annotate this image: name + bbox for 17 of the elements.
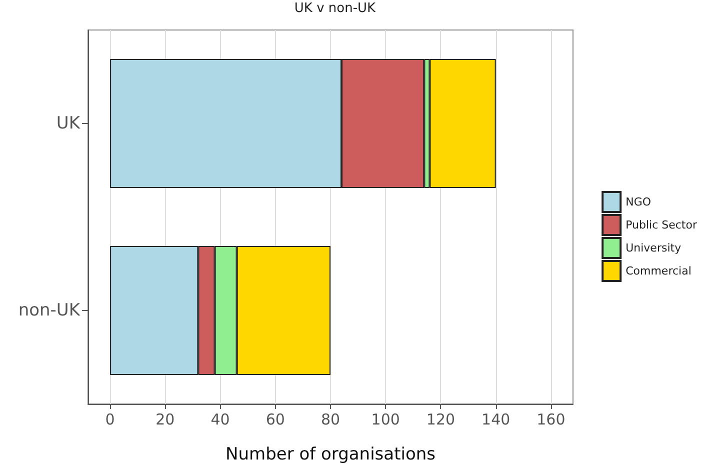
- y-tick-label: non-UK: [18, 300, 81, 320]
- x-tick-label: 20: [156, 410, 175, 428]
- x-tick-label: 60: [266, 410, 285, 428]
- legend-label: NGO: [626, 196, 652, 208]
- chart-subtitle: UK v non-UK: [294, 1, 376, 16]
- x-tick-label: 40: [210, 410, 230, 428]
- legend-label: Public Sector: [626, 218, 698, 232]
- y-tick-label: UK: [56, 114, 81, 134]
- x-tick-label: 140: [482, 410, 510, 428]
- x-tick-label: 80: [320, 410, 340, 428]
- x-tick-label: 0: [105, 410, 115, 428]
- legend-label: Commercial: [626, 264, 692, 278]
- legend-label: University: [626, 242, 682, 254]
- x-axis-title: Number of organisations: [226, 444, 436, 464]
- x-tick-label: 160: [536, 410, 566, 428]
- x-tick-label: 120: [426, 410, 456, 428]
- x-tick-label: 100: [371, 410, 400, 428]
